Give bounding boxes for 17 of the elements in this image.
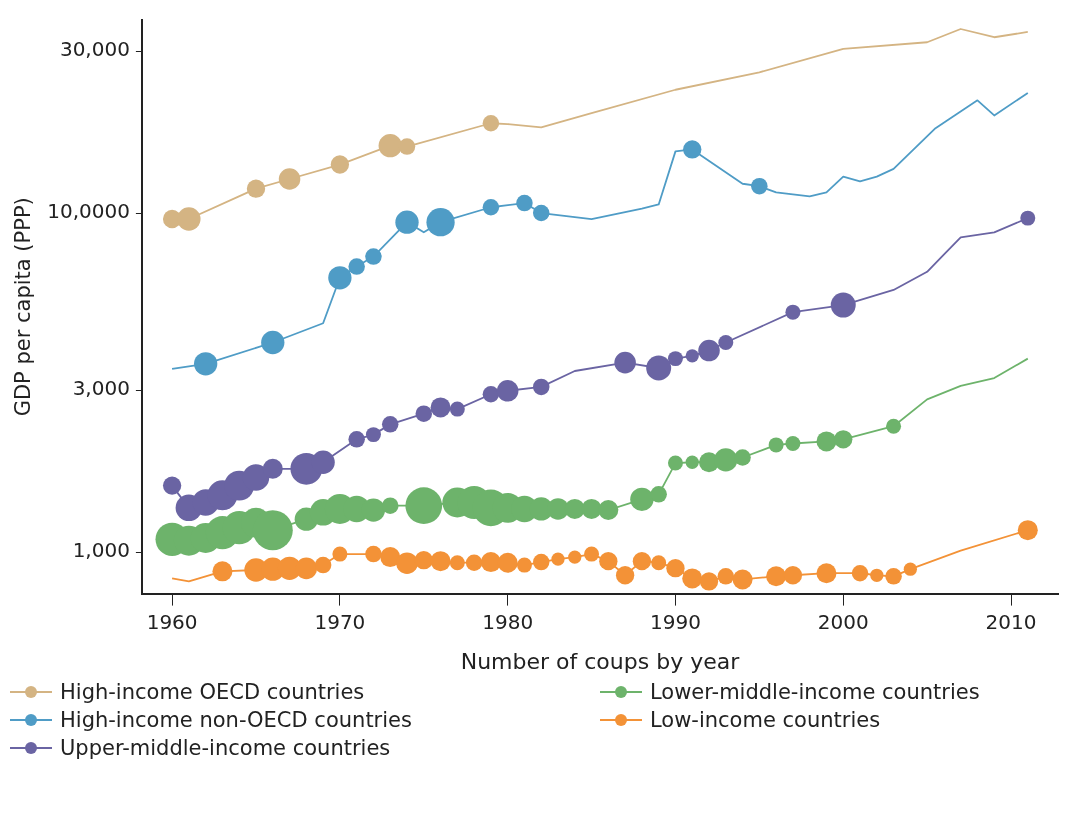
x-tick-label: 1980 bbox=[482, 609, 534, 634]
legend-label: Low-income countries bbox=[650, 708, 881, 732]
x-tick-label: 2010 bbox=[985, 609, 1037, 634]
y-tick-label: 30,000 bbox=[59, 37, 130, 62]
legend-label: Lower-middle-income countries bbox=[650, 680, 980, 704]
y-tick-label: 10,0000 bbox=[47, 199, 130, 224]
x-axis-title: Number of coups by year bbox=[460, 648, 741, 674]
legend-label: High-income non-OECD countries bbox=[60, 708, 412, 732]
y-axis-title: GDP per capita (PPP) bbox=[11, 197, 36, 417]
x-tick-label: 1970 bbox=[314, 609, 366, 634]
x-tick-label: 1990 bbox=[650, 609, 701, 634]
x-tick-label: 1960 bbox=[146, 609, 198, 634]
legend-label: High-income OECD countries bbox=[60, 680, 365, 704]
y-tick-label: 3,000 bbox=[72, 376, 130, 401]
legend-label: Upper-middle-income countries bbox=[60, 736, 391, 760]
x-tick-label: 2000 bbox=[817, 609, 869, 634]
y-tick-label: 1,000 bbox=[72, 538, 130, 563]
